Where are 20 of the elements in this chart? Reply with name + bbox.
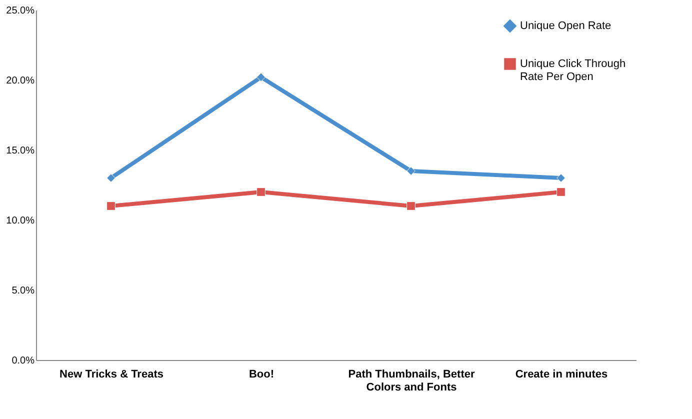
legend-label: Unique Open Rate: [520, 20, 612, 32]
point: [556, 174, 566, 182]
y-tick-label: 15.0%: [6, 146, 35, 156]
y-tick-label: 20.0%: [6, 76, 35, 86]
point: [406, 166, 416, 176]
point: [556, 188, 566, 196]
legend-label: Unique Click Through Rate Per Open: [520, 58, 626, 83]
point: [106, 202, 116, 210]
point: [256, 72, 266, 82]
x-tick-label: New Tricks & Treats: [60, 368, 164, 380]
x-tick-label: Path Thumbnails, Better Colors and Fonts: [348, 368, 476, 394]
point: [256, 188, 266, 196]
point: [106, 174, 116, 182]
y-tick-label: 5.0%: [12, 286, 35, 296]
y-tick-label: 25.0%: [6, 6, 35, 16]
x-tick-label: Create in minutes: [515, 368, 608, 380]
y-tick-label: 0.0%: [12, 356, 35, 366]
y-tick-label: 10.0%: [6, 216, 35, 226]
point: [406, 202, 416, 210]
x-tick-label: Boo!: [248, 368, 274, 380]
